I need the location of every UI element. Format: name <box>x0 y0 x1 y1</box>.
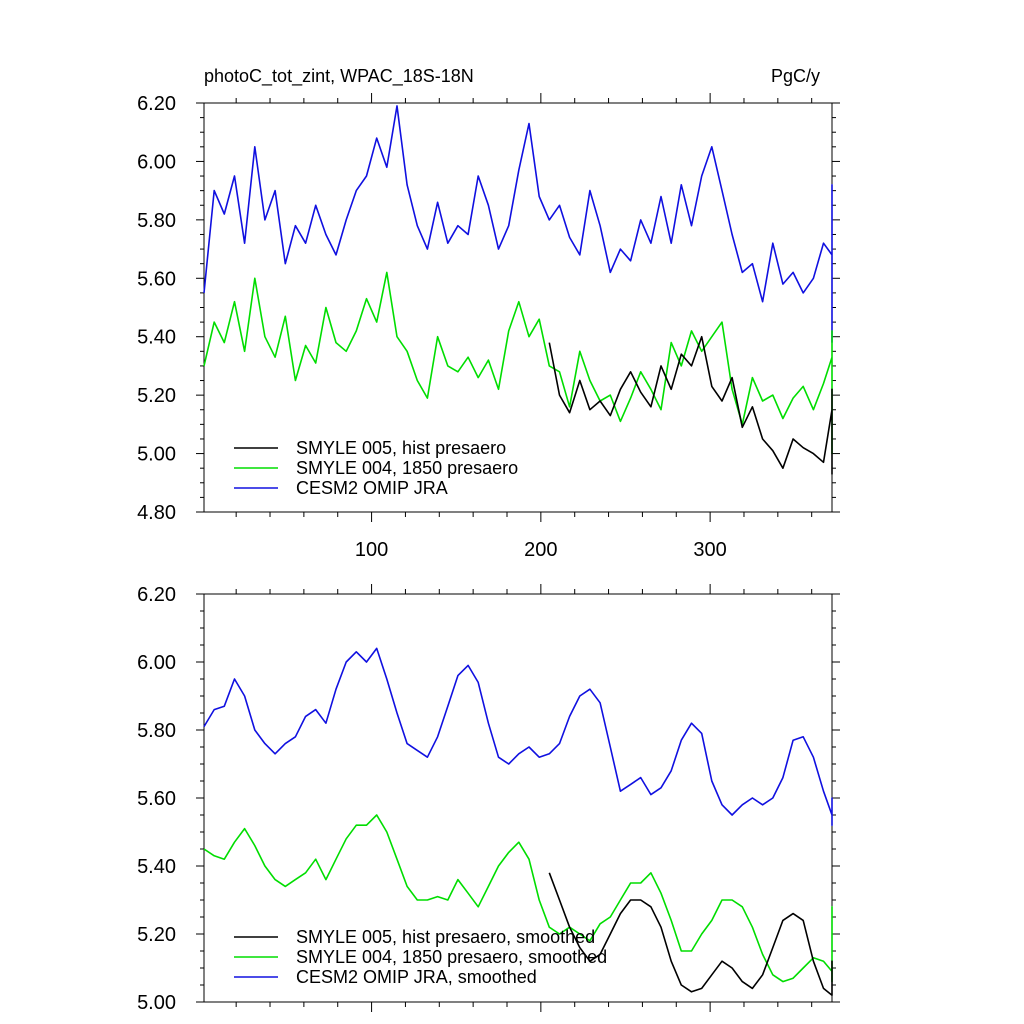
units-label: PgC/y <box>771 66 820 86</box>
y-tick-label: 6.20 <box>137 584 176 606</box>
y-tick-label: 6.00 <box>137 652 176 674</box>
series-line-green <box>203 271 833 455</box>
series-line-blue <box>203 647 833 827</box>
y-tick-label: 5.40 <box>137 856 176 878</box>
series-line-black <box>548 872 833 997</box>
series-line-black <box>548 335 833 475</box>
y-tick-label: 4.80 <box>137 502 176 524</box>
bottom-legend: SMYLE 005, hist presaero, smoothedSMYLE … <box>234 927 607 987</box>
y-tick-label: 6.00 <box>137 151 176 173</box>
x-tick-label: 300 <box>693 539 726 561</box>
legend-label: SMYLE 005, hist presaero, smoothed <box>296 927 595 947</box>
top-plot-lines <box>203 105 833 475</box>
legend-label: CESM2 OMIP JRA <box>296 478 448 498</box>
y-tick-label: 5.80 <box>137 720 176 742</box>
bottom-axes: 5.00 5.20 5.40 5.60 5.80 6.00 6.20 <box>137 584 840 1014</box>
legend-label: SMYLE 005, hist presaero <box>296 438 506 458</box>
legend-label: CESM2 OMIP JRA, smoothed <box>296 967 537 987</box>
series-line-blue <box>203 105 833 343</box>
top-axes: 4.80 5.00 5.20 5.40 5.60 5.80 6.00 6.20 100 200 30… <box>137 93 840 561</box>
y-tick-label: 5.00 <box>137 444 176 466</box>
legend-label: SMYLE 004, 1850 presaero, smoothed <box>296 947 607 967</box>
y-tick-label: 5.00 <box>137 992 176 1014</box>
bottom-plot-lines <box>203 647 833 997</box>
legend-label: SMYLE 004, 1850 presaero <box>296 458 518 478</box>
y-tick-label: 6.20 <box>137 93 176 115</box>
bottom-panel: 5.00 5.20 5.40 5.60 5.80 6.00 6.20 SMYLE 005, … <box>137 584 840 1014</box>
x-tick-label: 200 <box>524 539 557 561</box>
y-tick-label: 5.20 <box>137 385 176 407</box>
y-tick-label: 5.60 <box>137 788 176 810</box>
y-tick-label: 5.80 <box>137 210 176 232</box>
x-tick-label: 100 <box>355 539 388 561</box>
y-tick-label: 5.20 <box>137 924 176 946</box>
y-tick-label: 5.40 <box>137 327 176 349</box>
top-panel: photoC_tot_zint, WPAC_18S-18N PgC/y 4.80… <box>137 66 840 561</box>
plot-title: photoC_tot_zint, WPAC_18S-18N <box>204 66 474 87</box>
y-tick-label: 5.60 <box>137 268 176 290</box>
